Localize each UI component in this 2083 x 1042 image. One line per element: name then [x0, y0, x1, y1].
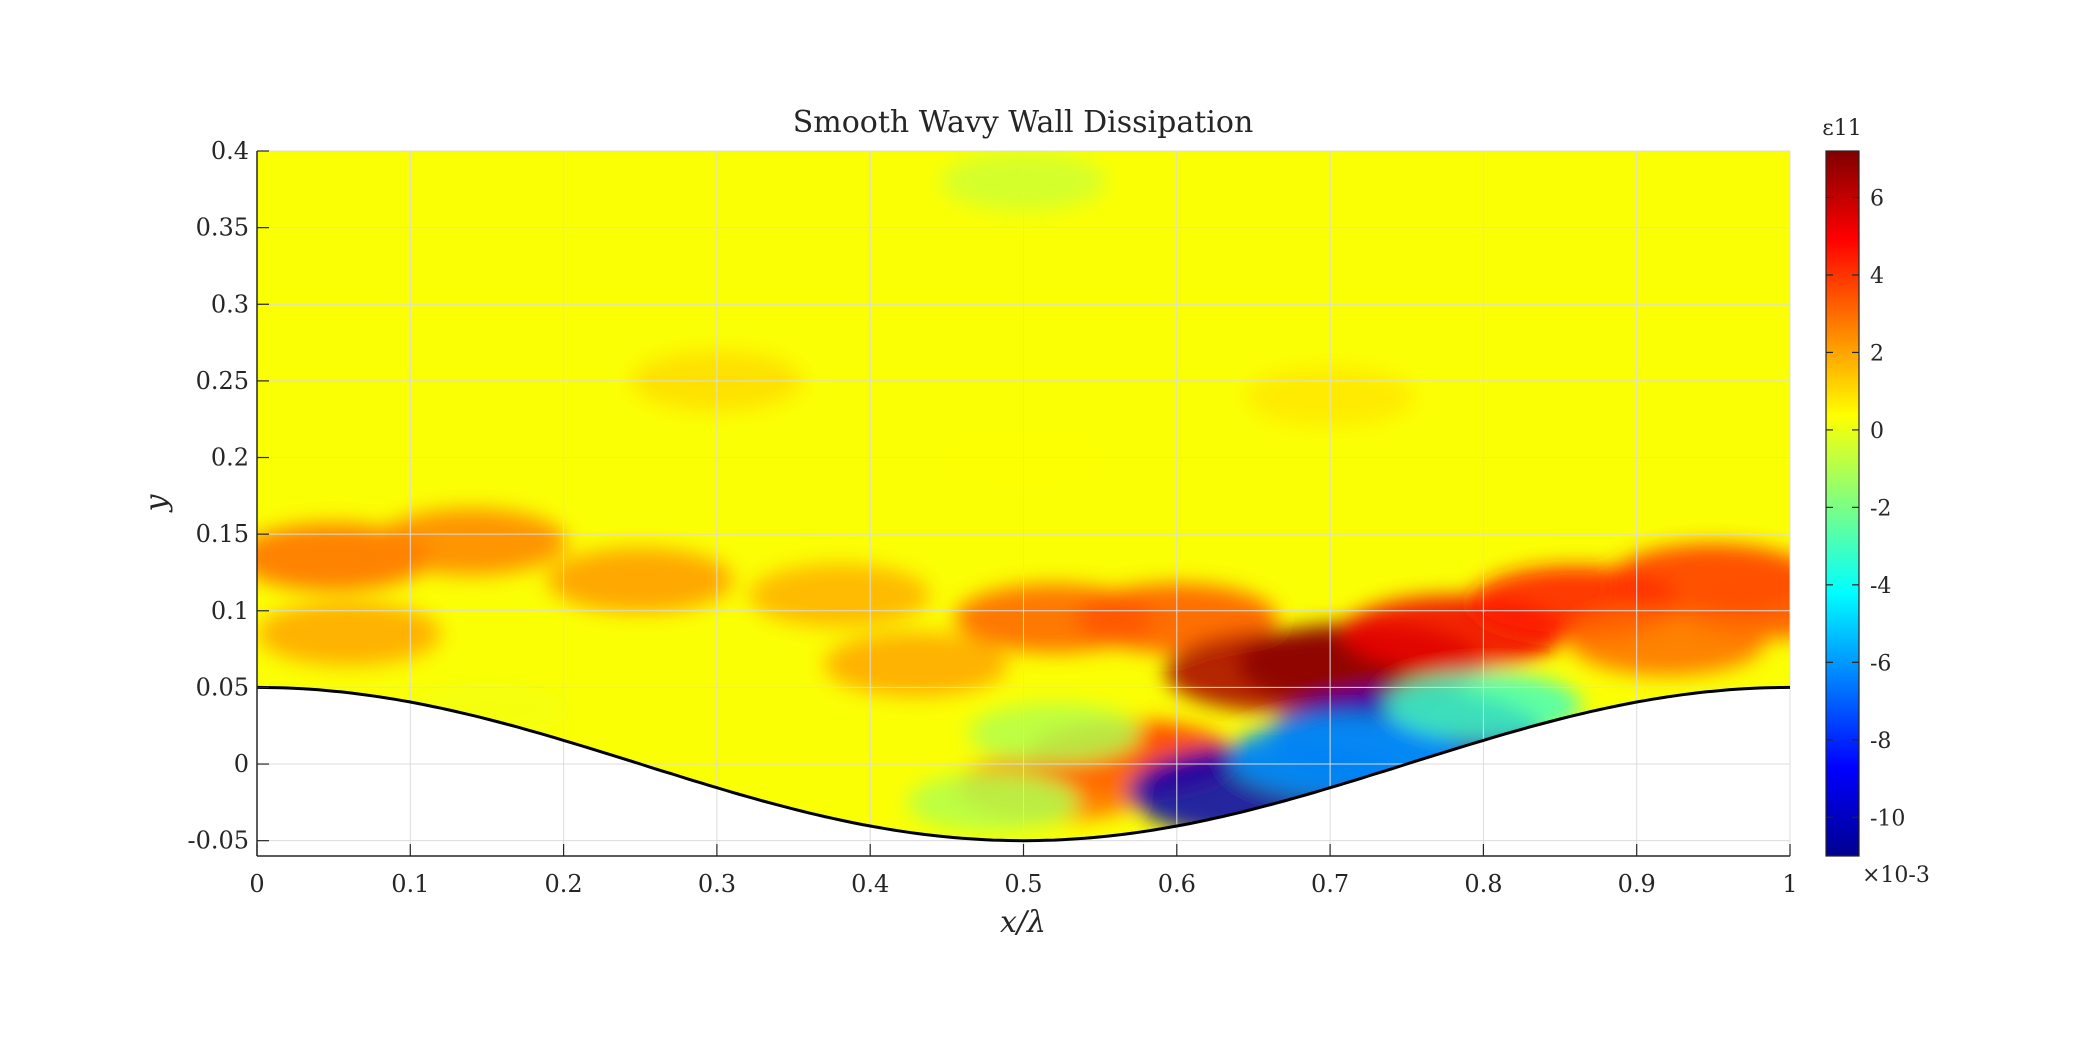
- x-tick-label: 0: [249, 870, 264, 898]
- colorbar-ticks: 6 4 2 0 -2 -4 -6 -8 -10: [1826, 186, 1905, 831]
- heatmap-blob: [748, 563, 931, 628]
- y-tick-label: 0.1: [211, 597, 249, 625]
- colorbar-tick-label: -6: [1870, 651, 1891, 676]
- colorbar-gradient: [1825, 150, 1860, 857]
- colorbar-tick-label: 6: [1870, 186, 1884, 211]
- x-tick-label: 0.6: [1158, 870, 1196, 898]
- colorbar-tick-label: 4: [1870, 264, 1884, 289]
- colorbar-tick-label: -4: [1870, 574, 1891, 599]
- x-tick-label: 0.2: [545, 870, 583, 898]
- colorbar: ε11 6 4 2 0 -2 -4 -6 -8 -10 ×10-3: [1822, 116, 1930, 888]
- y-tick-label: 0.25: [196, 367, 249, 395]
- colorbar-tick-label: -2: [1870, 496, 1891, 521]
- x-ticks: 0 0.1 0.2 0.3 0.4 0.5 0.6 0.7 0.8 0.9 1: [249, 844, 1798, 898]
- y-tick-label: 0: [234, 750, 249, 778]
- x-tick-label: 0.3: [698, 870, 736, 898]
- colorbar-exponent: ×10-3: [1862, 863, 1930, 888]
- heatmap-field: [257, 151, 1790, 856]
- heatmap-blob: [376, 508, 568, 576]
- colorbar-tick-label: 0: [1870, 419, 1884, 444]
- colorbar-label: ε11: [1822, 116, 1861, 141]
- x-axis-label: x/λ: [1000, 905, 1046, 940]
- x-tick-label: 0.9: [1618, 870, 1656, 898]
- heatmap-blob: [906, 772, 1079, 833]
- x-tick-label: 0.7: [1311, 870, 1349, 898]
- colorbar-tick-label: -8: [1870, 729, 1891, 754]
- y-ticks: -0.05 0 0.05 0.1 0.15 0.2 0.25 0.3 0.35 0.4: [187, 137, 269, 855]
- chart-title: Smooth Wavy Wall Dissipation: [793, 105, 1254, 140]
- y-tick-label: 0.05: [196, 673, 249, 701]
- y-tick-label: 0.15: [196, 520, 249, 548]
- heatmap-blob: [257, 601, 441, 666]
- colorbar-tick-label: -10: [1870, 806, 1905, 831]
- y-tick-label: 0.35: [196, 214, 249, 242]
- y-axis-label: y: [139, 493, 174, 513]
- heatmap-blob: [968, 703, 1141, 764]
- y-tick-label: 0.3: [211, 290, 249, 318]
- heatmap-blob: [547, 547, 734, 613]
- x-tick-label: 0.8: [1464, 870, 1502, 898]
- colorbar-tick-label: 2: [1870, 341, 1884, 366]
- x-tick-label: 1: [1782, 870, 1797, 898]
- y-tick-label: 0.4: [211, 137, 249, 165]
- heatmap-blob: [1569, 607, 1766, 676]
- x-tick-label: 0.1: [391, 870, 429, 898]
- wavy-wall-line: [256, 685, 1791, 843]
- x-tick-label: 0.5: [1004, 870, 1042, 898]
- y-tick-label: 0.2: [211, 444, 249, 472]
- heatmap-blob: [824, 632, 1009, 697]
- below-wall-region: [257, 687, 1790, 856]
- y-tick-label: -0.05: [187, 827, 249, 855]
- x-tick-label: 0.4: [851, 870, 889, 898]
